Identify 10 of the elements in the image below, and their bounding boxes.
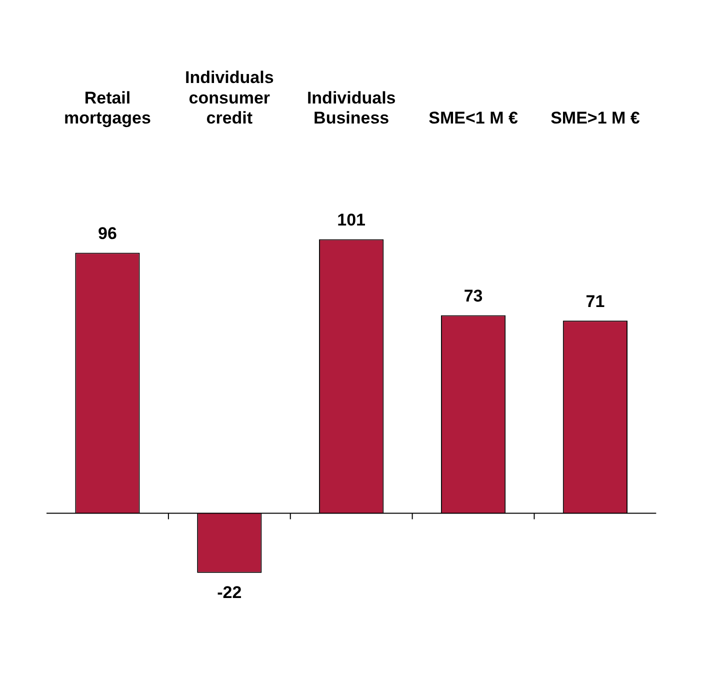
data-label: 101 [337,210,366,230]
x-tick-label: Individuals consumer credit [185,68,274,128]
data-label: 73 [464,286,483,306]
x-tick-label: SME>1 M € [550,108,640,128]
data-label: 71 [586,292,605,311]
data-label: 96 [98,224,117,243]
x-tick-label: Retail mortgages [64,88,151,128]
data-label: -22 [217,583,242,602]
x-tick-label: Individuals Business [306,88,396,128]
x-tick-label: SME<1 M € [428,108,518,128]
